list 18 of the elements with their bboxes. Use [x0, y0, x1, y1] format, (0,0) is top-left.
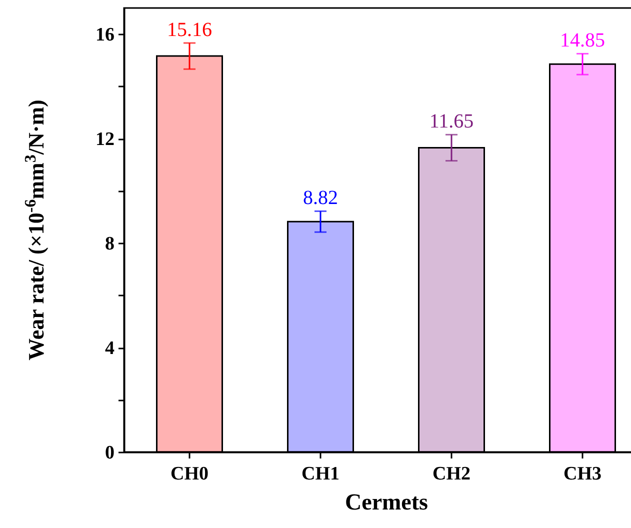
data-label: 8.82	[303, 187, 338, 210]
y-tick-label: 8	[105, 234, 114, 255]
bar	[156, 55, 223, 453]
y-tick-label: 0	[105, 442, 114, 464]
bar	[287, 220, 354, 453]
data-label: 11.65	[429, 110, 474, 133]
data-label: 14.85	[560, 30, 605, 52]
data-label: 15.16	[167, 19, 212, 41]
x-tick-label: CH0	[170, 464, 208, 484]
y-tick-label: 12	[96, 129, 114, 150]
y-tick-label: 4	[105, 338, 115, 360]
x-tick-label: CH3	[564, 464, 602, 484]
x-tick-label: CH2	[432, 464, 470, 484]
x-tick-label: CH1	[302, 464, 340, 484]
bar	[549, 63, 616, 453]
y-tick-label: 16	[96, 24, 114, 46]
bar	[418, 146, 485, 453]
x-axis-title: Cermets	[344, 490, 428, 514]
